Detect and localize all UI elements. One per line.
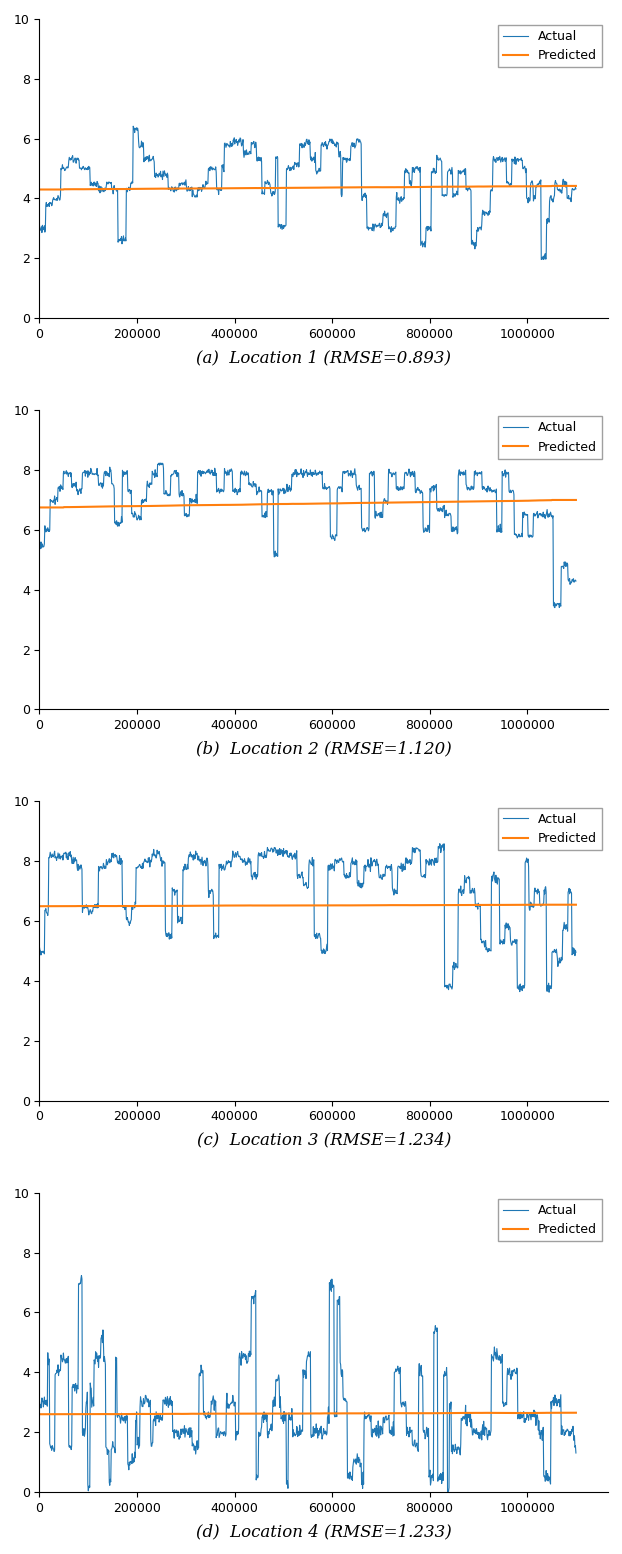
Actual xyxy=(552,594,560,612)
Actual xyxy=(449,1436,457,1455)
Actual xyxy=(572,1444,580,1462)
Legend: Actual, Predicted: Actual, Predicted xyxy=(498,808,602,850)
Predicted xyxy=(548,1403,555,1422)
Line: Actual: Actual xyxy=(39,844,576,991)
Actual xyxy=(35,536,43,555)
Predicted xyxy=(552,1403,559,1422)
Line: Predicted: Predicted xyxy=(39,500,576,508)
Actual xyxy=(35,1392,43,1411)
Predicted xyxy=(77,897,84,915)
Actual xyxy=(62,844,69,862)
Predicted xyxy=(172,496,179,514)
Predicted xyxy=(35,180,43,199)
Actual xyxy=(156,454,163,472)
Predicted xyxy=(62,897,69,915)
Predicted xyxy=(62,180,69,199)
Line: Actual: Actual xyxy=(39,463,576,608)
Predicted xyxy=(35,499,43,517)
Actual xyxy=(551,598,559,617)
Predicted xyxy=(35,897,43,915)
Actual xyxy=(540,250,547,269)
Line: Actual: Actual xyxy=(39,126,576,260)
Predicted xyxy=(548,491,555,510)
Predicted xyxy=(258,897,266,915)
Predicted xyxy=(548,177,555,196)
Predicted xyxy=(258,494,266,513)
Actual xyxy=(436,834,443,853)
Actual xyxy=(448,977,456,996)
Predicted xyxy=(77,497,84,516)
Actual xyxy=(258,508,266,527)
Predicted xyxy=(552,491,559,510)
Predicted xyxy=(62,1405,69,1423)
Predicted xyxy=(543,895,550,914)
Predicted xyxy=(448,177,456,196)
X-axis label: (a)  Location 1 (RMSE=0.893): (a) Location 1 (RMSE=0.893) xyxy=(197,350,452,367)
Predicted xyxy=(172,897,179,915)
Predicted xyxy=(62,497,69,516)
Actual xyxy=(552,943,560,962)
Actual xyxy=(572,180,580,199)
Actual xyxy=(448,522,456,541)
Actual xyxy=(444,1483,452,1501)
Predicted xyxy=(448,493,456,511)
Actual xyxy=(62,463,69,482)
Actual xyxy=(35,939,43,957)
Actual xyxy=(572,572,580,591)
Predicted xyxy=(552,895,559,914)
Actual xyxy=(545,982,553,1001)
Legend: Actual, Predicted: Actual, Predicted xyxy=(498,25,602,67)
Actual xyxy=(448,163,456,182)
Actual xyxy=(77,482,84,500)
Actual xyxy=(172,177,179,196)
Actual xyxy=(35,216,43,235)
Predicted xyxy=(258,1405,266,1423)
Predicted xyxy=(172,179,179,197)
X-axis label: (d)  Location 4 (RMSE=1.233): (d) Location 4 (RMSE=1.233) xyxy=(196,1523,452,1540)
Actual xyxy=(258,185,266,204)
Predicted xyxy=(448,895,456,914)
Actual xyxy=(77,1274,84,1293)
Predicted xyxy=(552,177,559,196)
Actual xyxy=(258,844,266,862)
Predicted xyxy=(572,1403,580,1422)
Actual xyxy=(572,943,580,962)
Predicted xyxy=(448,1403,456,1422)
Line: Actual: Actual xyxy=(39,1276,576,1492)
Actual xyxy=(552,174,560,193)
Predicted xyxy=(572,895,580,914)
Predicted xyxy=(572,491,580,510)
Actual xyxy=(258,1408,266,1427)
Line: Predicted: Predicted xyxy=(39,186,576,190)
Legend: Actual, Predicted: Actual, Predicted xyxy=(498,416,602,458)
Predicted xyxy=(77,1405,84,1423)
Legend: Actual, Predicted: Actual, Predicted xyxy=(498,1200,602,1242)
Actual xyxy=(172,1423,179,1442)
Actual xyxy=(62,160,69,179)
Predicted xyxy=(35,1405,43,1423)
Predicted xyxy=(77,180,84,199)
Actual xyxy=(172,465,179,483)
Actual xyxy=(62,1354,69,1372)
Predicted xyxy=(172,1405,179,1423)
Actual xyxy=(77,858,84,876)
X-axis label: (c)  Location 3 (RMSE=1.234): (c) Location 3 (RMSE=1.234) xyxy=(197,1131,451,1148)
Actual xyxy=(552,1394,560,1413)
Predicted xyxy=(572,177,580,196)
Actual xyxy=(77,159,84,177)
Predicted xyxy=(258,179,266,197)
Actual xyxy=(129,117,137,135)
X-axis label: (b)  Location 2 (RMSE=1.120): (b) Location 2 (RMSE=1.120) xyxy=(196,741,452,757)
Actual xyxy=(172,881,179,900)
Actual xyxy=(78,1267,85,1285)
